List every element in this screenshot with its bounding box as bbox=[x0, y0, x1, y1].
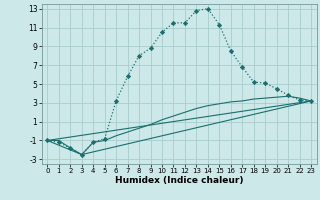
X-axis label: Humidex (Indice chaleur): Humidex (Indice chaleur) bbox=[115, 176, 244, 185]
